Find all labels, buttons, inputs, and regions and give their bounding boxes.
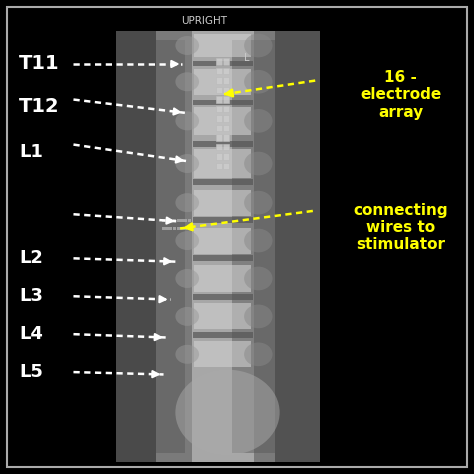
- Ellipse shape: [244, 266, 273, 290]
- Text: 16 -
electrode
array: 16 - electrode array: [360, 70, 441, 120]
- Bar: [223, 144, 229, 150]
- Bar: [223, 68, 229, 74]
- Bar: [165, 227, 169, 230]
- Bar: [216, 58, 222, 65]
- Bar: [216, 87, 222, 93]
- Text: L4: L4: [19, 325, 43, 343]
- Bar: [216, 144, 222, 150]
- Bar: [275, 31, 320, 462]
- Bar: [223, 58, 229, 65]
- Ellipse shape: [175, 269, 199, 288]
- Ellipse shape: [244, 342, 273, 366]
- Bar: [223, 163, 229, 169]
- Ellipse shape: [244, 70, 273, 94]
- Text: connecting
wires to
stimulator: connecting wires to stimulator: [353, 202, 448, 253]
- Bar: [194, 265, 251, 292]
- Bar: [193, 255, 253, 261]
- Ellipse shape: [175, 307, 199, 326]
- Bar: [223, 87, 229, 93]
- Bar: [223, 125, 229, 131]
- Ellipse shape: [175, 370, 280, 455]
- Bar: [216, 68, 222, 74]
- Bar: [180, 227, 183, 230]
- Bar: [194, 228, 251, 254]
- Bar: [194, 190, 251, 216]
- Bar: [223, 134, 229, 141]
- Text: L2: L2: [19, 249, 43, 267]
- Bar: [216, 77, 222, 84]
- Bar: [194, 107, 251, 135]
- Bar: [169, 219, 173, 222]
- Bar: [116, 31, 156, 462]
- Ellipse shape: [244, 305, 273, 328]
- Ellipse shape: [175, 72, 199, 91]
- Bar: [173, 227, 176, 230]
- Ellipse shape: [175, 154, 199, 173]
- Bar: [216, 163, 222, 169]
- Bar: [193, 217, 253, 223]
- Bar: [116, 31, 320, 462]
- Bar: [194, 149, 251, 178]
- Text: UPRIGHT: UPRIGHT: [181, 16, 227, 27]
- Ellipse shape: [175, 111, 199, 130]
- Bar: [180, 219, 183, 222]
- Bar: [162, 219, 165, 222]
- Bar: [184, 219, 187, 222]
- Ellipse shape: [175, 36, 199, 55]
- Bar: [194, 341, 251, 367]
- Bar: [216, 115, 222, 122]
- Bar: [194, 69, 251, 95]
- Bar: [156, 40, 185, 453]
- Bar: [176, 227, 180, 230]
- Ellipse shape: [244, 228, 273, 252]
- Text: L5: L5: [19, 363, 43, 381]
- Ellipse shape: [175, 345, 199, 364]
- Text: L3: L3: [19, 287, 43, 305]
- Bar: [216, 106, 222, 112]
- Text: T11: T11: [19, 55, 60, 73]
- Bar: [193, 294, 253, 300]
- Bar: [194, 303, 251, 329]
- Ellipse shape: [244, 191, 273, 215]
- Bar: [216, 96, 222, 103]
- Bar: [193, 61, 253, 66]
- Bar: [193, 332, 253, 338]
- Bar: [193, 141, 253, 147]
- Bar: [162, 227, 165, 230]
- Bar: [188, 219, 191, 222]
- Text: L: L: [244, 53, 249, 63]
- Bar: [194, 34, 251, 57]
- Bar: [223, 96, 229, 103]
- Bar: [216, 125, 222, 131]
- Bar: [223, 77, 229, 84]
- Text: L1: L1: [19, 143, 43, 161]
- Ellipse shape: [175, 193, 199, 212]
- Bar: [232, 40, 275, 453]
- Bar: [184, 227, 187, 230]
- Bar: [193, 179, 253, 185]
- Bar: [176, 219, 180, 222]
- Bar: [223, 106, 229, 112]
- Bar: [216, 134, 222, 141]
- Bar: [165, 219, 169, 222]
- Ellipse shape: [244, 109, 273, 133]
- Ellipse shape: [175, 231, 199, 250]
- Bar: [169, 227, 173, 230]
- Bar: [192, 31, 254, 462]
- Bar: [223, 153, 229, 160]
- Ellipse shape: [244, 152, 273, 175]
- Bar: [223, 115, 229, 122]
- Bar: [216, 153, 222, 160]
- Bar: [188, 227, 191, 230]
- Ellipse shape: [244, 34, 273, 57]
- Bar: [173, 219, 176, 222]
- Text: T12: T12: [19, 97, 60, 116]
- Bar: [193, 100, 253, 105]
